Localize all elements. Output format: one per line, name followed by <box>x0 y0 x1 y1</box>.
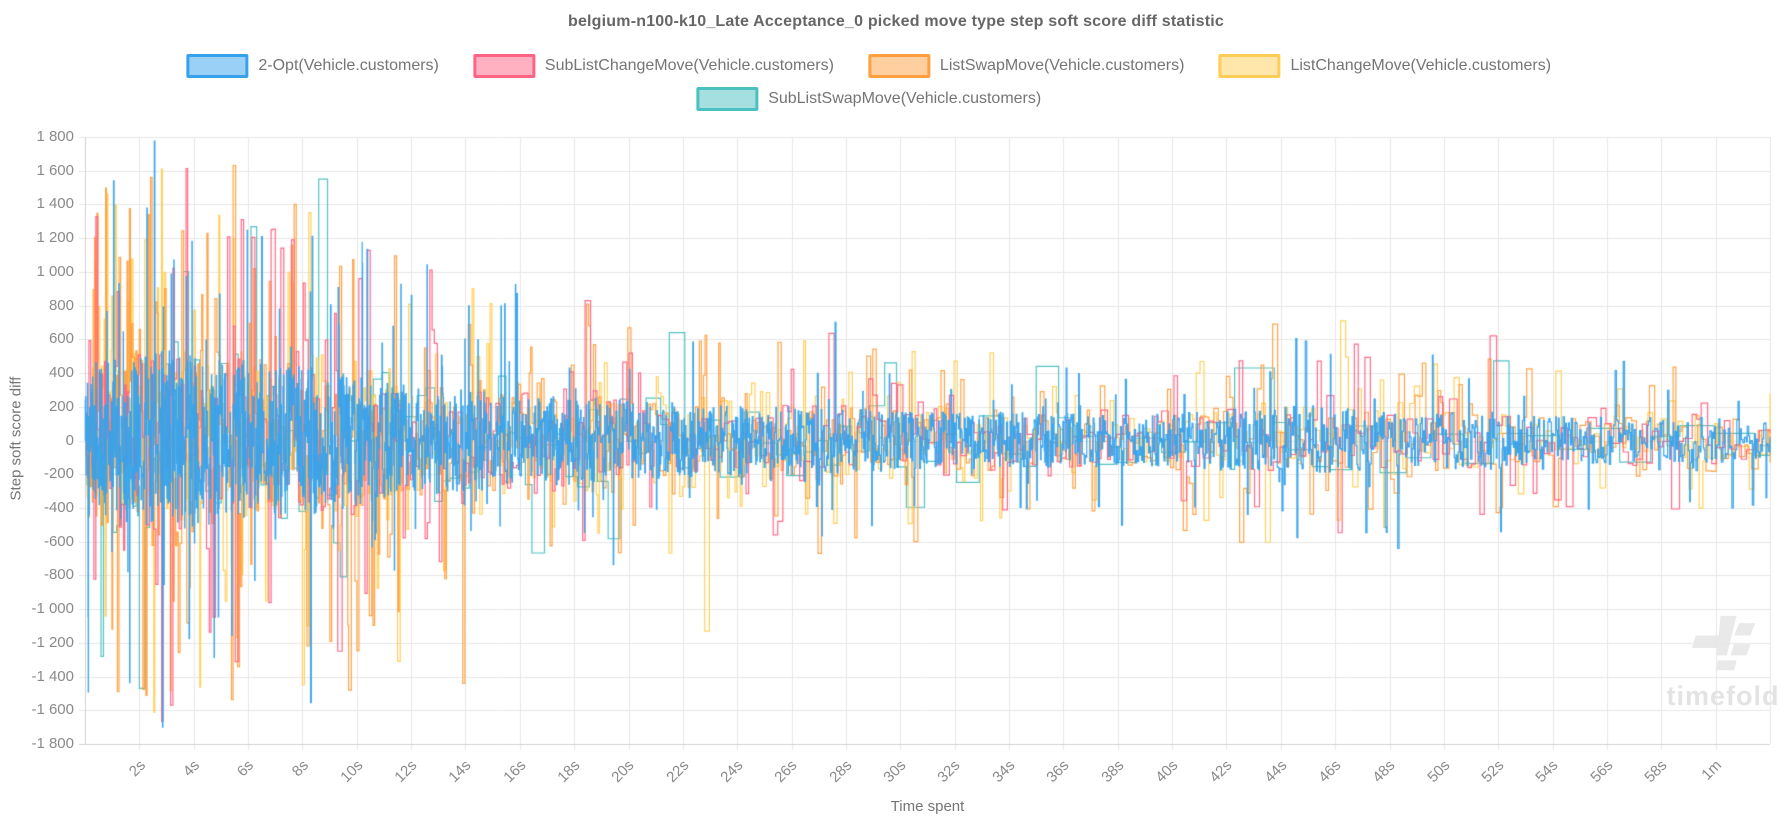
y-tick-label: 1 600 <box>36 161 74 179</box>
y-tick-label: -200 <box>43 465 74 483</box>
y-tick-label: -800 <box>43 566 74 584</box>
y-tick-label: 400 <box>48 364 74 382</box>
y-tick-label: 1 000 <box>36 262 74 280</box>
y-tick-label: 1 400 <box>36 195 74 213</box>
y-tick-label: 200 <box>48 397 74 415</box>
y-tick-label: 800 <box>48 296 74 314</box>
y-tick-label: -1 000 <box>31 600 74 618</box>
y-tick-label: -1 600 <box>31 701 74 719</box>
y-tick-label: 1 200 <box>36 229 74 247</box>
y-tick-label: 600 <box>48 330 74 348</box>
y-tick-label: -1 800 <box>31 735 74 752</box>
y-tick-label: -1 200 <box>31 633 74 651</box>
y-tick-label: -400 <box>43 498 74 516</box>
y-tick-label: -600 <box>43 532 74 550</box>
y-tick-label: 1 800 <box>36 128 74 145</box>
y-tick-label: -1 400 <box>31 667 74 685</box>
y-tick-label: 0 <box>65 431 74 449</box>
